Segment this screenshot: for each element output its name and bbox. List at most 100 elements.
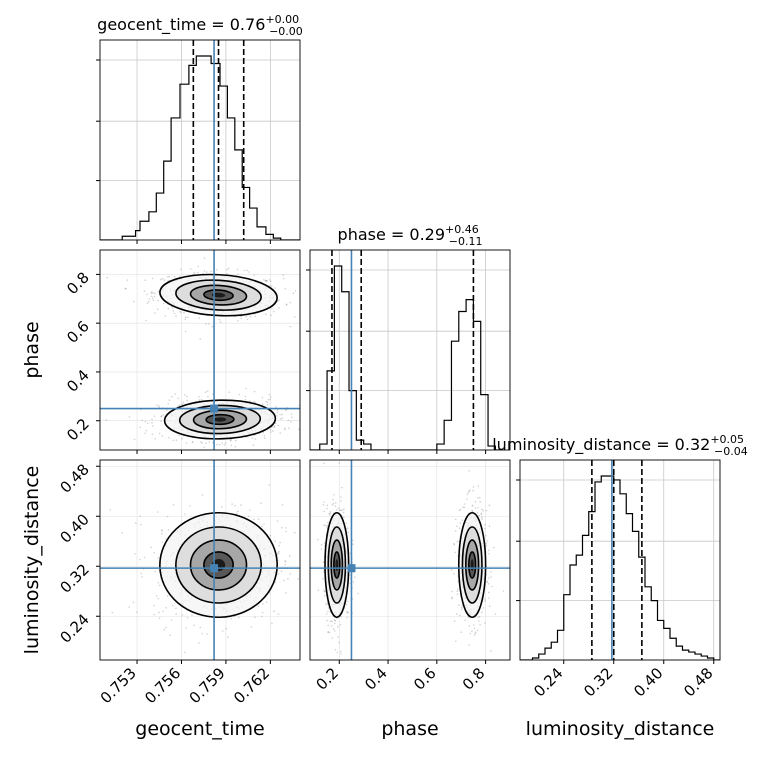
title-upper: +0.46 bbox=[445, 223, 479, 236]
sample-point bbox=[143, 290, 146, 292]
sample-point bbox=[262, 603, 264, 605]
sample-point bbox=[284, 409, 287, 411]
sample-point bbox=[206, 390, 209, 392]
sample-point bbox=[277, 552, 280, 555]
sample-point bbox=[206, 633, 208, 635]
sample-point bbox=[109, 509, 112, 511]
sample-point bbox=[121, 532, 123, 534]
sample-point bbox=[201, 442, 203, 444]
sample-point bbox=[270, 314, 272, 317]
sample-point bbox=[230, 444, 233, 447]
sample-point bbox=[285, 530, 287, 533]
sample-point bbox=[479, 497, 481, 499]
sample-point bbox=[277, 613, 280, 616]
sample-point bbox=[329, 620, 332, 622]
contour-line bbox=[205, 413, 235, 426]
sample-point bbox=[302, 421, 304, 423]
sample-point bbox=[482, 510, 485, 512]
sample-point bbox=[480, 512, 483, 515]
pair-panel-geocent_time-vs-phase bbox=[96, 249, 309, 454]
sample-point bbox=[186, 316, 189, 319]
sample-point bbox=[269, 285, 271, 287]
sample-point bbox=[481, 508, 483, 511]
sample-point bbox=[245, 315, 247, 318]
sample-point bbox=[285, 527, 287, 529]
sample-point bbox=[186, 399, 188, 402]
sample-point bbox=[279, 541, 281, 544]
sample-point bbox=[177, 397, 180, 400]
sample-point bbox=[288, 427, 290, 430]
sample-point bbox=[346, 600, 349, 603]
sample-point bbox=[456, 540, 459, 543]
sample-point bbox=[179, 310, 181, 313]
sample-point bbox=[205, 452, 207, 454]
sample-point bbox=[189, 505, 191, 507]
sample-point bbox=[467, 616, 470, 618]
sample-point bbox=[484, 524, 486, 526]
sample-point bbox=[293, 316, 296, 318]
sample-point bbox=[257, 518, 260, 520]
sample-point bbox=[346, 616, 349, 619]
sample-point bbox=[307, 301, 309, 303]
sample-point bbox=[200, 441, 202, 443]
sample-point bbox=[284, 288, 287, 290]
sample-point bbox=[154, 312, 156, 314]
sample-point bbox=[471, 510, 474, 513]
sample-point bbox=[265, 601, 268, 603]
sample-point bbox=[153, 613, 156, 616]
sample-point bbox=[269, 398, 271, 401]
sample-point bbox=[276, 409, 279, 411]
sample-point bbox=[162, 414, 164, 416]
sample-point bbox=[453, 573, 455, 575]
sample-point bbox=[285, 303, 288, 306]
sample-point bbox=[261, 403, 264, 406]
truth-marker bbox=[210, 564, 219, 573]
sample-point bbox=[184, 318, 187, 321]
sample-point bbox=[244, 399, 247, 401]
sample-point bbox=[153, 604, 155, 607]
sample-point bbox=[332, 502, 335, 505]
sample-point bbox=[254, 616, 256, 619]
sample-point bbox=[271, 622, 273, 625]
y-axis-title-luminosity_distance: luminosity_distance bbox=[21, 466, 43, 655]
sample-point bbox=[201, 494, 204, 496]
sample-point bbox=[284, 560, 286, 562]
sample-point bbox=[184, 651, 186, 654]
sample-point bbox=[151, 277, 154, 280]
sample-point bbox=[323, 501, 325, 503]
contour-line bbox=[203, 289, 234, 302]
sample-point bbox=[139, 558, 141, 561]
sample-point bbox=[486, 581, 488, 583]
sample-point bbox=[253, 518, 255, 521]
sample-point bbox=[151, 421, 153, 424]
sample-point bbox=[485, 509, 488, 512]
sample-point bbox=[270, 431, 272, 433]
sample-point bbox=[181, 437, 183, 440]
sample-point bbox=[181, 614, 184, 616]
sample-point bbox=[201, 632, 203, 635]
sample-point bbox=[145, 429, 148, 432]
sample-point bbox=[326, 524, 329, 527]
sample-point bbox=[283, 579, 285, 582]
contour-line bbox=[203, 551, 234, 579]
sample-point bbox=[172, 310, 175, 312]
sample-point bbox=[451, 597, 453, 600]
sample-point bbox=[148, 300, 150, 303]
sample-point bbox=[265, 313, 267, 316]
sample-point bbox=[266, 403, 269, 406]
sample-point bbox=[106, 276, 108, 279]
sample-point bbox=[273, 425, 276, 427]
sample-point bbox=[211, 325, 214, 328]
sample-point bbox=[229, 439, 232, 441]
sample-point bbox=[327, 631, 330, 633]
title-label: luminosity_distance = 0.32 bbox=[492, 435, 710, 455]
sample-point bbox=[324, 590, 326, 593]
sample-point bbox=[468, 625, 471, 627]
y-tick-label-phase: 0.2 bbox=[63, 415, 93, 445]
sample-point bbox=[185, 627, 187, 629]
sample-point bbox=[333, 630, 336, 632]
y-tick-label-phase: 0.6 bbox=[63, 317, 93, 347]
sample-point bbox=[453, 543, 456, 546]
sample-point bbox=[143, 556, 146, 559]
sample-point bbox=[198, 317, 200, 319]
